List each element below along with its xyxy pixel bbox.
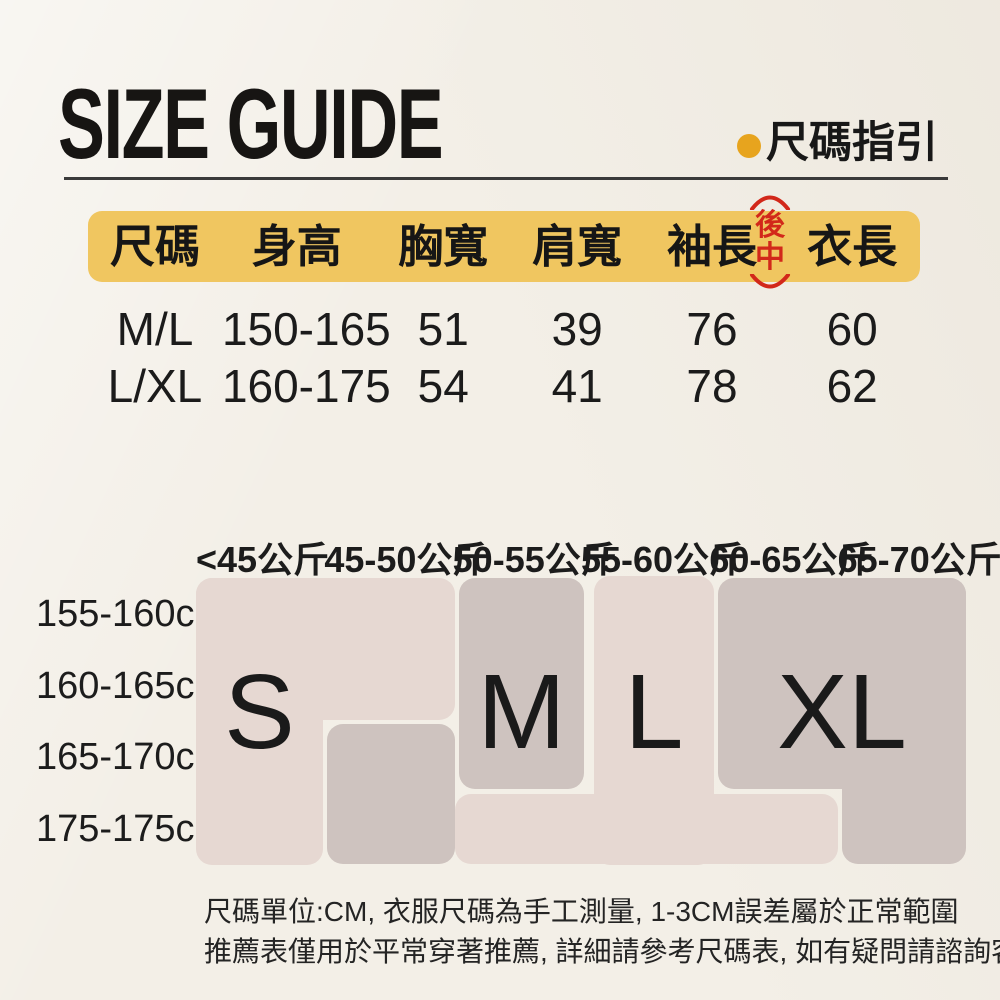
column-header-sleeve: 袖長 — [666, 221, 757, 272]
shoulder-value: 39 — [551, 303, 603, 355]
size-l-block — [594, 576, 714, 865]
size-letter-m: M — [477, 653, 566, 771]
length-value: 62 — [826, 360, 878, 412]
sleeve-value: 76 — [686, 303, 738, 355]
chest-value: 51 — [417, 303, 469, 355]
sleeve-value: 78 — [686, 360, 738, 412]
height-value: 160-175 — [221, 360, 391, 412]
weight-label: 65-70公斤 — [837, 539, 1000, 580]
height-row-label: 160-165cm — [36, 665, 227, 707]
column-header-size: 尺碼 — [109, 221, 200, 272]
weight-label: 50-55公斤 — [452, 539, 617, 580]
sleeve-back-center-note: 後 中 — [744, 194, 796, 290]
table-header-band — [88, 211, 920, 282]
footer-notes: 尺碼單位:CM, 衣服尺碼為手工測量, 1-3CM誤差屬於正常範圍 推薦表僅用於… — [204, 892, 1000, 972]
size-m-block — [459, 578, 584, 789]
bullet-dot-icon — [737, 134, 761, 158]
weight-label: <45公斤 — [196, 539, 330, 580]
size-s-block — [196, 578, 323, 865]
note-paren-bottom-icon — [750, 274, 790, 289]
height-value: 150-165 — [221, 303, 391, 355]
table-row: L/XL 160-175 54 41 78 62 — [88, 358, 920, 415]
length-value: 60 — [826, 303, 878, 355]
column-header-length: 衣長 — [807, 221, 898, 272]
size-letter-l: L — [624, 653, 684, 771]
weight-label: 45-50公斤 — [324, 539, 489, 580]
height-row-label: 165-170cm — [36, 736, 227, 778]
table-row: M/L 150-165 51 39 76 60 — [88, 301, 920, 358]
chest-value: 54 — [417, 360, 469, 412]
page-title: SIZE GUIDE — [58, 68, 444, 179]
height-row-label: 155-160cm — [36, 593, 227, 635]
size-value: L/XL — [107, 360, 203, 412]
note-char-top: 後 — [755, 209, 785, 242]
footer-note-line: 推薦表僅用於平常穿著推薦, 詳細請參考尺碼表, 如有疑問請諮詢客服 — [204, 936, 1000, 967]
header-divider — [64, 177, 948, 180]
note-paren-top-icon — [750, 195, 790, 210]
weight-label: 55-60公斤 — [580, 539, 746, 580]
size-xl-block — [842, 578, 966, 864]
column-header-height: 身高 — [251, 221, 342, 272]
column-header-chest: 胸寬 — [398, 221, 489, 272]
size-letter-xl: XL — [777, 653, 907, 771]
footer-note-line: 尺碼單位:CM, 衣服尺碼為手工測量, 1-3CM誤差屬於正常範圍 — [204, 896, 959, 927]
table-header-row: 尺碼 身高 胸寬 肩寬 袖長 衣長 — [88, 211, 920, 282]
column-header-shoulder: 肩寬 — [532, 221, 623, 272]
page-subtitle: 尺碼指引 — [766, 119, 938, 167]
shoulder-value: 41 — [551, 360, 603, 412]
size-m-block — [327, 724, 455, 864]
size-letter-s: S — [224, 653, 295, 771]
size-value: M/L — [116, 303, 194, 355]
weight-labels-row: <45公斤 45-50公斤 50-55公斤 55-60公斤 60-65公斤 65… — [196, 539, 1000, 580]
weight-label: 60-65公斤 — [709, 539, 874, 580]
height-row-label: 175-175cm — [36, 808, 227, 850]
note-char-bottom: 中 — [755, 241, 785, 274]
